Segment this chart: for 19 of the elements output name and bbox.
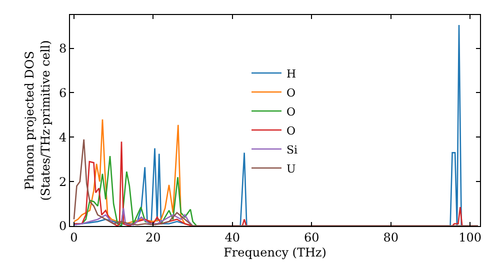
x-axis-title: Frequency (THz) — [224, 245, 326, 260]
x-tick-label: 80 — [383, 230, 399, 244]
legend-label: Si — [286, 143, 298, 156]
legend-label: H — [286, 67, 296, 80]
x-tick-label: 0 — [70, 230, 78, 244]
legend-label: O — [286, 105, 296, 118]
x-tick-label: 20 — [146, 230, 161, 244]
x-tick-label: 40 — [224, 230, 240, 244]
x-tick-label: 100 — [458, 230, 482, 244]
legend-label: U — [286, 162, 296, 176]
x-tick-label: 60 — [304, 230, 320, 244]
y-tick-label: 2 — [58, 174, 67, 189]
y-tick-label: 8 — [58, 42, 67, 56]
y-tick-label: 6 — [58, 86, 67, 100]
y-tick-label: 0 — [58, 219, 67, 234]
legend-label: O — [286, 86, 296, 100]
legend-label: O — [286, 124, 296, 138]
y-tick-label: 4 — [58, 130, 67, 144]
y-axis-title: Phonon projected DOS (States/THz·primitive cell) — [22, 40, 52, 201]
